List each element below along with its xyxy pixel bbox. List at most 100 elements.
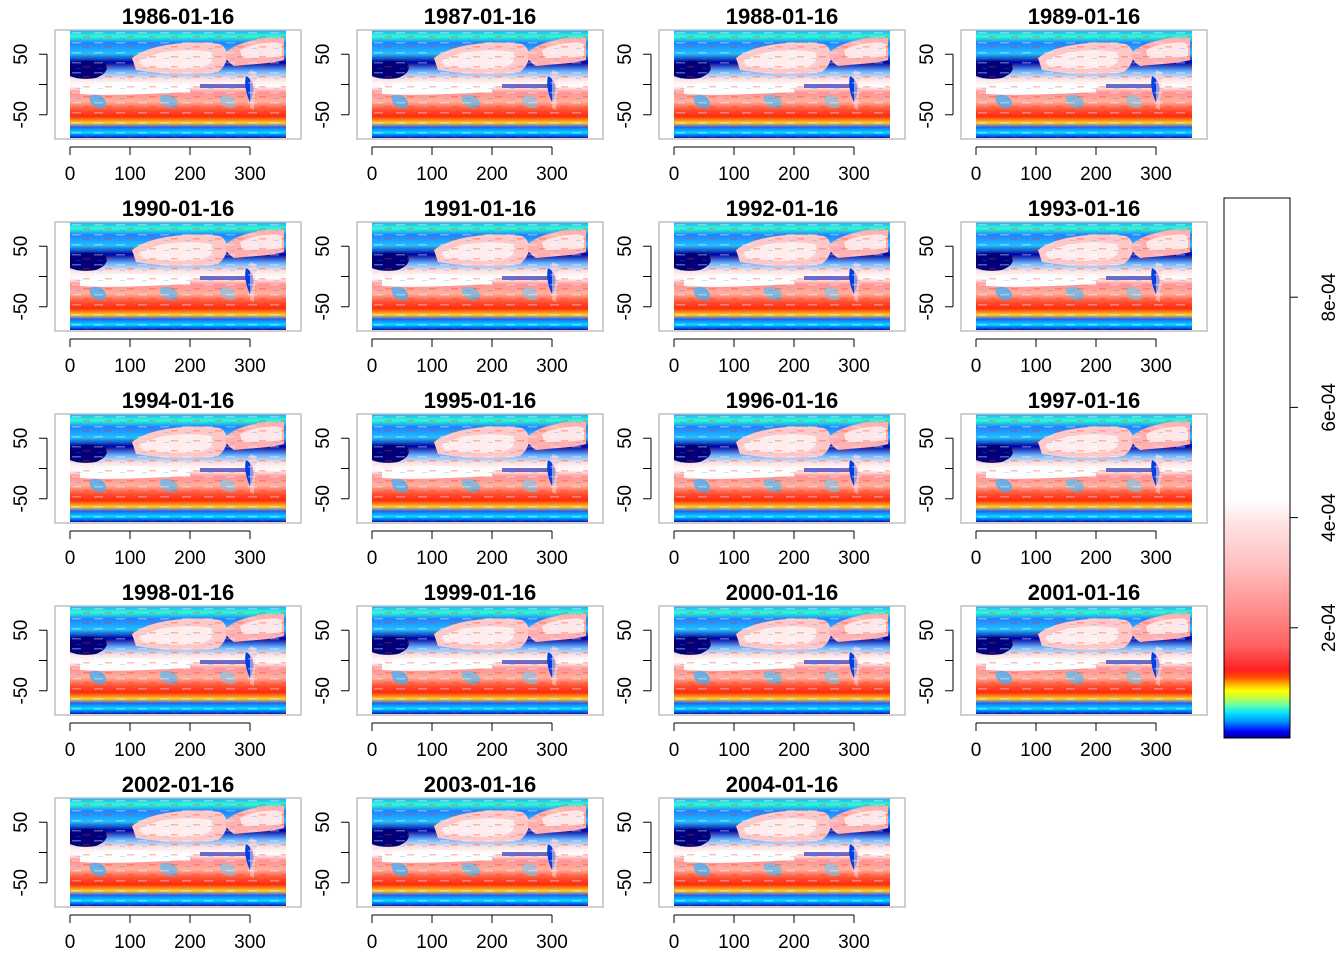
plot-box — [54, 221, 302, 332]
map-panel: 1991-01-16 0 100 200 300 -50 50 — [313, 196, 604, 377]
x-tick-label: 300 — [234, 548, 266, 569]
x-tick-label: 100 — [114, 548, 146, 569]
y-tick-label: -50 — [11, 677, 32, 704]
y-tick-label: 50 — [917, 44, 938, 65]
x-tick-label: 100 — [718, 164, 750, 185]
map-panel: 1989-01-16 0 100 200 300 -50 50 — [917, 4, 1208, 185]
map-panel: 1998-01-16 0 100 200 300 -50 50 — [11, 580, 302, 761]
x-tick-label: 0 — [65, 164, 76, 185]
heatmap-image — [976, 606, 1192, 714]
x-tick-label: 0 — [367, 932, 378, 953]
y-tick-label: -50 — [917, 485, 938, 512]
x-tick-label: 0 — [669, 164, 680, 185]
y-tick-label: 50 — [615, 620, 636, 641]
y-tick-label: 50 — [11, 428, 32, 449]
y-tick-label: 50 — [11, 44, 32, 65]
y-tick-label: -50 — [11, 869, 32, 896]
map-panel: 1986-01-16 0 100 200 300 -50 50 — [11, 4, 302, 185]
x-tick-label: 0 — [669, 932, 680, 953]
x-tick-label: 0 — [65, 932, 76, 953]
y-tick-label: -50 — [615, 677, 636, 704]
map-panel: 2004-01-16 0 100 200 300 -50 50 — [615, 772, 906, 953]
x-tick-label: 200 — [476, 740, 508, 761]
x-tick-label: 200 — [778, 164, 810, 185]
y-tick-label: -50 — [313, 293, 334, 320]
x-tick-label: 200 — [778, 548, 810, 569]
map-panel: 1997-01-16 0 100 200 300 -50 50 — [917, 388, 1208, 569]
map-panel: 1988-01-16 0 100 200 300 -50 50 — [615, 4, 906, 185]
x-tick-label: 300 — [536, 356, 568, 377]
map-panel: 1993-01-16 0 100 200 300 -50 50 — [917, 196, 1208, 377]
x-tick-label: 0 — [669, 548, 680, 569]
plot-box — [658, 221, 906, 332]
panel-title: 1995-01-16 — [424, 388, 537, 413]
panel-title: 2002-01-16 — [122, 772, 235, 797]
x-tick-label: 0 — [971, 356, 982, 377]
panel-title: 1986-01-16 — [122, 4, 235, 29]
heatmap-image — [70, 798, 286, 906]
map-panel: 1995-01-16 0 100 200 300 -50 50 — [313, 388, 604, 569]
heatmap-image — [674, 606, 890, 714]
x-tick-label: 100 — [718, 548, 750, 569]
map-panel: 1994-01-16 0 100 200 300 -50 50 — [11, 388, 302, 569]
x-tick-label: 200 — [174, 548, 206, 569]
x-tick-label: 300 — [234, 932, 266, 953]
y-tick-label: -50 — [917, 677, 938, 704]
panel-title: 1990-01-16 — [122, 196, 235, 221]
x-tick-label: 100 — [416, 356, 448, 377]
map-panel: 2003-01-16 0 100 200 300 -50 50 — [313, 772, 604, 953]
panel-title: 1996-01-16 — [726, 388, 839, 413]
y-tick-label: 50 — [313, 620, 334, 641]
x-tick-label: 100 — [718, 932, 750, 953]
heatmap-image — [372, 606, 588, 714]
heatmap-image — [372, 222, 588, 330]
y-tick-label: 50 — [615, 812, 636, 833]
x-tick-label: 200 — [476, 164, 508, 185]
y-tick-label: 50 — [313, 812, 334, 833]
x-tick-label: 200 — [1080, 548, 1112, 569]
x-tick-label: 200 — [1080, 356, 1112, 377]
x-tick-label: 100 — [1020, 164, 1052, 185]
plot-box — [960, 413, 1208, 524]
x-tick-label: 0 — [367, 356, 378, 377]
y-tick-label: -50 — [313, 485, 334, 512]
y-tick-label: 50 — [615, 428, 636, 449]
x-tick-label: 300 — [838, 356, 870, 377]
x-tick-label: 0 — [971, 164, 982, 185]
map-panel: 1996-01-16 0 100 200 300 -50 50 — [615, 388, 906, 569]
heatmap-image — [674, 414, 890, 522]
x-tick-label: 100 — [1020, 740, 1052, 761]
y-tick-label: 50 — [313, 44, 334, 65]
map-panel: 1987-01-16 0 100 200 300 -50 50 — [313, 4, 604, 185]
x-tick-label: 100 — [114, 932, 146, 953]
colorbar-tick-label: 6e-04 — [1319, 383, 1340, 432]
y-tick-label: 50 — [615, 44, 636, 65]
heatmap-image — [372, 798, 588, 906]
x-tick-label: 0 — [367, 740, 378, 761]
panel-title: 1989-01-16 — [1028, 4, 1141, 29]
x-tick-label: 100 — [416, 548, 448, 569]
panel-title: 1993-01-16 — [1028, 196, 1141, 221]
panel-title: 1998-01-16 — [122, 580, 235, 605]
panel-title: 1988-01-16 — [726, 4, 839, 29]
map-panel: 1999-01-16 0 100 200 300 -50 50 — [313, 580, 604, 761]
y-tick-label: -50 — [615, 869, 636, 896]
x-tick-label: 200 — [778, 932, 810, 953]
x-tick-label: 0 — [971, 548, 982, 569]
map-panel: 1992-01-16 0 100 200 300 -50 50 — [615, 196, 906, 377]
x-tick-label: 0 — [367, 548, 378, 569]
x-tick-label: 300 — [1140, 164, 1172, 185]
x-tick-label: 300 — [838, 740, 870, 761]
y-tick-label: -50 — [313, 101, 334, 128]
heatmap-image — [70, 414, 286, 522]
x-tick-label: 0 — [669, 740, 680, 761]
x-tick-label: 300 — [1140, 548, 1172, 569]
y-tick-label: -50 — [615, 293, 636, 320]
y-tick-label: -50 — [615, 485, 636, 512]
plot-box — [54, 605, 302, 716]
x-tick-label: 300 — [234, 740, 266, 761]
y-tick-label: 50 — [917, 236, 938, 257]
x-tick-label: 0 — [367, 164, 378, 185]
y-tick-label: 50 — [615, 236, 636, 257]
y-tick-label: -50 — [313, 677, 334, 704]
